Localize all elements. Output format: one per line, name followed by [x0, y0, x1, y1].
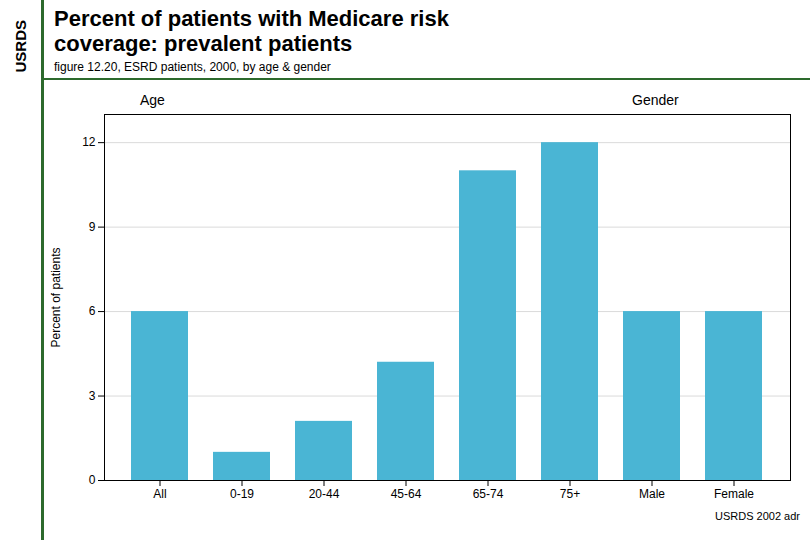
svg-text:75+: 75+: [560, 487, 580, 501]
svg-text:45-64: 45-64: [391, 487, 422, 501]
svg-text:6: 6: [89, 304, 96, 318]
svg-text:Male: Male: [639, 487, 665, 501]
svg-text:All: All: [153, 487, 166, 501]
svg-text:0: 0: [89, 473, 96, 487]
html-text:figure 12.20, ESRD patients, 2: figure 12.20, ESRD patients, 2000, by ag…: [54, 59, 331, 74]
svg-text:65-74: 65-74: [473, 487, 504, 501]
html-text:Percent of patients with Medic: Percent of patients with Medicare risk c…: [54, 6, 449, 57]
svg-text:Gender: Gender: [632, 91, 679, 107]
svg-text:12: 12: [82, 135, 96, 149]
svg-text:Female: Female: [714, 487, 754, 501]
svg-text:Percent of patients: Percent of patients: [49, 247, 63, 347]
svg-text:3: 3: [89, 388, 96, 402]
svg-text:20-44: 20-44: [309, 487, 340, 501]
svg-text:9: 9: [89, 220, 96, 234]
html-text:USRDS 2002 adr: USRDS 2002 adr: [715, 509, 800, 522]
html-text:USRDS: USRDS: [12, 20, 29, 73]
svg-text:Age: Age: [140, 91, 165, 107]
svg-text:0-19: 0-19: [230, 487, 254, 501]
